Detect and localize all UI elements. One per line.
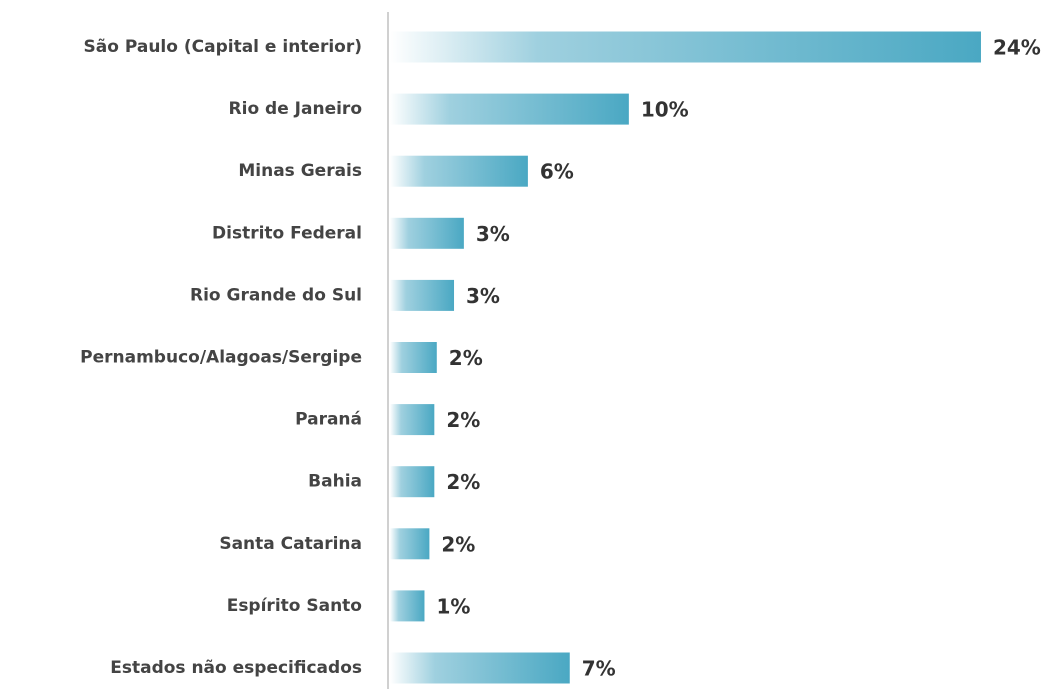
bar [390, 342, 437, 373]
bar [390, 279, 455, 311]
value-label: 2% [446, 470, 480, 494]
category-label: Bahia [308, 472, 362, 492]
value-label: 3% [476, 222, 510, 246]
value-label: 2% [449, 346, 483, 370]
value-label: 24% [993, 36, 1041, 60]
category-label: Santa Catarina [219, 534, 362, 554]
bar [390, 590, 425, 622]
bar [390, 31, 981, 63]
value-label: 7% [582, 657, 616, 681]
value-label: 10% [641, 98, 689, 122]
category-label: Pernambuco/Alagoas/Sergipe [80, 348, 362, 368]
bar [390, 528, 430, 560]
category-label: Rio Grande do Sul [190, 285, 362, 305]
bar [390, 155, 528, 187]
category-label: Espírito Santo [227, 596, 362, 616]
category-label: Minas Gerais [238, 161, 362, 181]
value-label: 6% [540, 160, 574, 184]
category-label: Estados não especificados [110, 658, 362, 678]
bar [390, 217, 464, 249]
category-label: Distrito Federal [212, 223, 362, 243]
value-label: 2% [441, 532, 475, 556]
value-label: 2% [446, 408, 480, 432]
bar [390, 652, 570, 684]
category-label: São Paulo (Capital e interior) [84, 37, 362, 57]
bar [390, 466, 435, 498]
category-label: Rio de Janeiro [229, 99, 362, 119]
bar [390, 404, 435, 436]
bar [390, 93, 629, 125]
value-label: 3% [466, 284, 500, 308]
value-label: 1% [436, 594, 470, 618]
category-label: Paraná [295, 410, 362, 430]
